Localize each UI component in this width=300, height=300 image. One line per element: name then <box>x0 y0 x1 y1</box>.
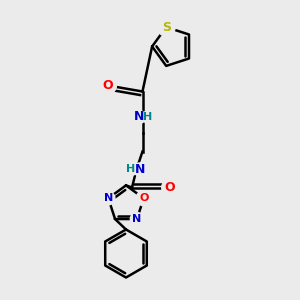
Circle shape <box>102 192 115 205</box>
Circle shape <box>136 191 151 206</box>
Circle shape <box>132 110 146 124</box>
Text: H: H <box>143 112 152 122</box>
Circle shape <box>157 18 175 36</box>
Text: H: H <box>127 164 136 175</box>
Text: O: O <box>165 181 176 194</box>
Circle shape <box>100 77 116 94</box>
Circle shape <box>142 111 154 123</box>
Circle shape <box>162 179 178 196</box>
Circle shape <box>125 164 137 175</box>
Text: O: O <box>139 193 148 203</box>
Text: O: O <box>103 79 113 92</box>
Text: N: N <box>104 193 113 203</box>
Text: N: N <box>132 214 142 224</box>
Circle shape <box>134 163 147 176</box>
Text: S: S <box>162 21 171 34</box>
Text: N: N <box>135 163 145 176</box>
Circle shape <box>130 212 143 226</box>
Text: N: N <box>134 110 144 124</box>
